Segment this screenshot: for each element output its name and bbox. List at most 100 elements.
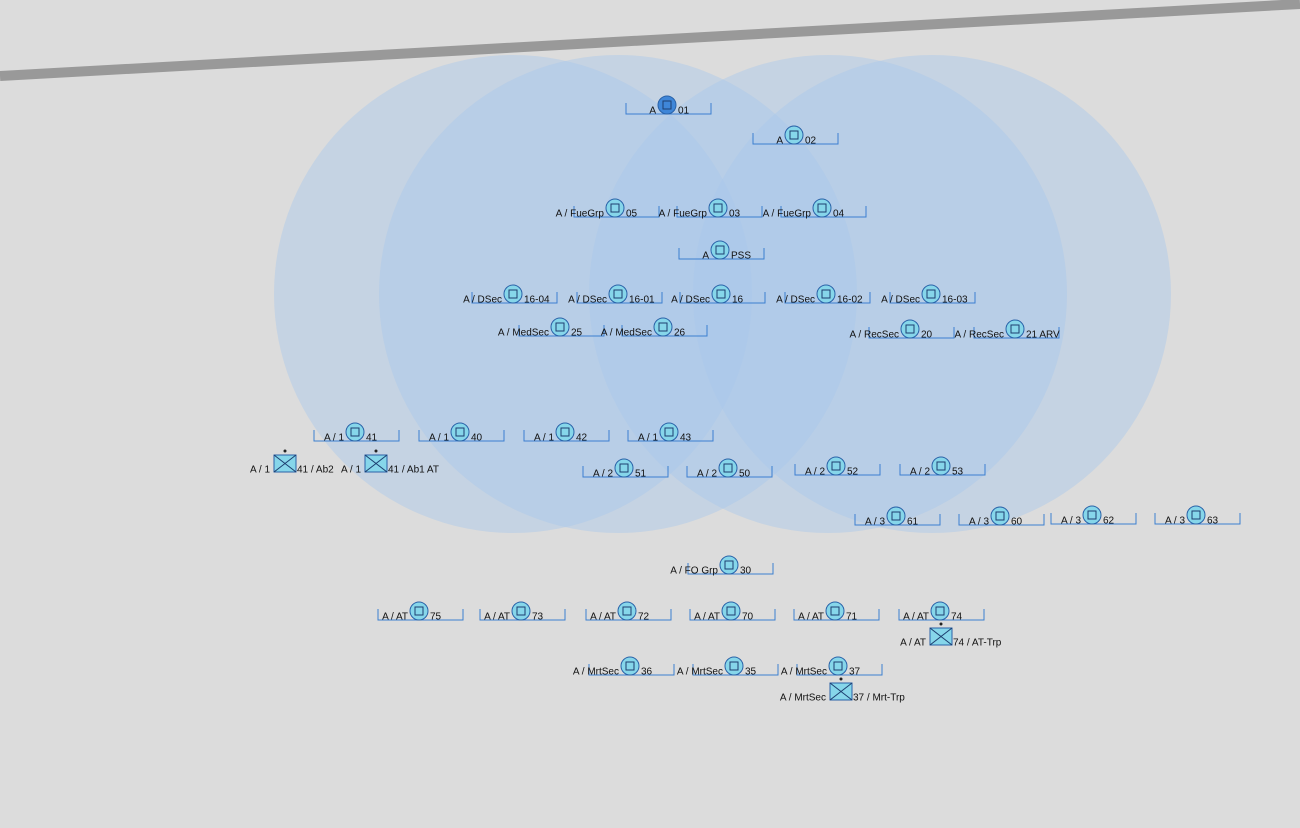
unit[interactable]: A / 1 41 / Ab2 [250,449,334,476]
unit[interactable]: A / FueGrp 03 [659,198,763,220]
unit[interactable]: A / MrtSec 35 [677,656,779,678]
unit[interactable]: A / DSec 16-02 [776,284,871,306]
unit-symbol [710,240,730,260]
unit-prefix: A / DSec [463,295,502,306]
unit-prefix: A / 2 [593,469,613,480]
unit[interactable]: A / 2 50 [686,458,773,480]
unit-symbol [931,456,951,476]
unit[interactable]: A / AT 74 / AT-Trp [900,622,1002,649]
unit-prefix: A / 2 [910,467,930,478]
unit-prefix: A / AT [694,612,720,623]
unit[interactable]: A / 3 62 [1050,505,1137,527]
unit-prefix: A / 2 [697,469,717,480]
unit-symbol [708,198,728,218]
unit-glyph [831,461,841,471]
unit[interactable]: A / 3 63 [1154,505,1241,527]
unit[interactable]: A / AT 75 [377,601,464,623]
unit[interactable]: A / 3 60 [958,506,1045,528]
unit-label: 52 [847,467,859,478]
unit-prefix: A / DSec [881,295,920,306]
unit[interactable]: A / 1 40 [418,422,505,444]
unit[interactable]: A / MedSec 26 [601,317,708,339]
unit-prefix: A / DSec [776,295,815,306]
unit[interactable]: A / AT 70 [689,601,776,623]
unit-symbol [828,656,848,676]
unit-prefix: A / 3 [1165,516,1185,527]
unit-prefix: A / 1 [341,465,361,476]
unit-label: 43 [680,433,692,444]
unit-prefix: A / MrtSec [781,667,827,678]
unit-prefix: A / AT [903,612,929,623]
unit[interactable]: A / MrtSec 36 [573,656,675,678]
unit[interactable]: A / FueGrp 05 [556,198,660,220]
unit[interactable]: A 01 [625,95,712,117]
unit[interactable]: A / 1 41 [313,422,400,444]
unit-glyph [935,606,945,616]
unit[interactable]: A / 2 53 [899,456,986,478]
unit-label: 71 [846,612,858,623]
unit-symbol [659,422,679,442]
unit-glyph [273,454,297,473]
unit[interactable]: A / RecSec 21 ARV [955,319,1061,341]
unit[interactable]: A / DSec 16 [671,284,766,306]
unit-glyph [833,661,843,671]
unit-glyph [713,203,723,213]
unit-prefix: A / FO Grp [670,566,718,577]
unit-glyph [1191,510,1201,520]
unit-label: 74 [951,612,963,623]
unit[interactable]: A / 2 51 [582,458,669,480]
unit[interactable]: A / MrtSec 37 [781,656,883,678]
unit-label: 16-04 [524,295,550,306]
unit[interactable]: A / 1 43 [627,422,714,444]
unit-glyph [905,324,915,334]
unit-symbol [724,656,744,676]
unit-prefix: A / DSec [568,295,607,306]
unit[interactable]: A / 1 42 [523,422,610,444]
unit[interactable]: A PSS [678,240,765,262]
unit-symbol [721,601,741,621]
unit-prefix: A / MrtSec [780,693,826,704]
unit[interactable]: A / AT 72 [585,601,672,623]
unit-prefix: A / 3 [969,517,989,528]
unit-glyph [995,511,1005,521]
unit[interactable]: A / AT 71 [793,601,880,623]
unit[interactable]: A / 1 41 / Ab1 AT [341,449,439,476]
unit-symbol [608,284,628,304]
unit-label: 30 [740,566,752,577]
unit-symbol [719,555,739,575]
unit[interactable]: A / RecSec 20 [850,319,955,341]
unit-glyph [619,463,629,473]
unit[interactable]: A / FueGrp 04 [763,198,867,220]
unit-prefix: A / DSec [671,295,710,306]
unit-glyph [729,661,739,671]
unit[interactable]: A / DSec 16-04 [463,284,558,306]
unit[interactable]: A / FO Grp 30 [670,555,774,577]
unit-size-marker [939,622,943,626]
unit-label: 41 [366,433,378,444]
unit-glyph [455,427,465,437]
unit-prefix: A / FueGrp [556,209,605,220]
unit[interactable]: A / AT 73 [479,601,566,623]
unit[interactable]: A / MrtSec 37 / Mrt-Trp [780,677,905,704]
unit-symbol [711,284,731,304]
unit-prefix: A / 1 [250,465,270,476]
unit[interactable]: A / DSec 16-01 [568,284,663,306]
unit-glyph [625,661,635,671]
unit-label: 21 ARV [1026,330,1060,341]
unit-glyph [789,130,799,140]
unit-symbol [718,458,738,478]
unit-label: 40 [471,433,483,444]
unit[interactable]: A / MedSec 25 [498,317,605,339]
unit-symbol [653,317,673,337]
unit-symbol [990,506,1010,526]
unit[interactable]: A / AT 74 [898,601,985,623]
unit-label: 26 [674,328,686,339]
unit[interactable]: A / 2 52 [794,456,881,478]
unit[interactable]: A / DSec 16-03 [881,284,976,306]
unit-prefix: A / MrtSec [677,667,723,678]
unit[interactable]: A 02 [752,125,839,147]
unit[interactable]: A / 3 61 [854,506,941,528]
unit-label: 04 [833,209,845,220]
unit-glyph [622,606,632,616]
